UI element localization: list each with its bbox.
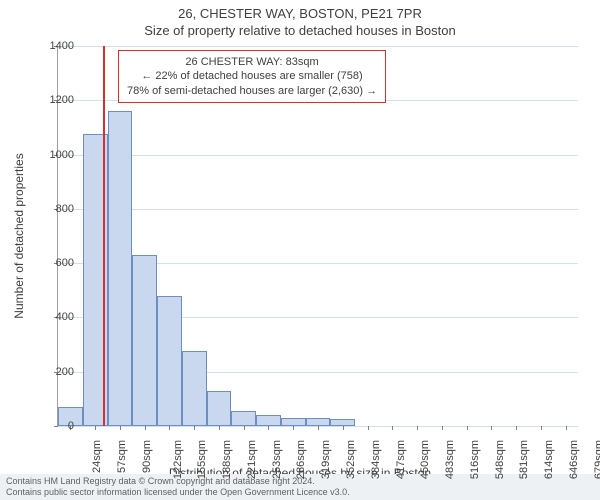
histogram-bar	[157, 296, 182, 426]
xtick-label: 679sqm	[593, 440, 600, 479]
xtick-mark	[95, 426, 96, 430]
y-axis-label: Number of detached properties	[12, 153, 26, 318]
page-title: 26, CHESTER WAY, BOSTON, PE21 7PR	[0, 0, 600, 21]
page-subtitle: Size of property relative to detached ho…	[0, 21, 600, 38]
xtick-label: 384sqm	[370, 440, 382, 479]
xtick-mark	[219, 426, 220, 430]
xtick-mark	[417, 426, 418, 430]
xtick-mark	[268, 426, 269, 430]
histogram-bar	[231, 411, 256, 426]
xtick-mark	[392, 426, 393, 430]
xtick-label: 614sqm	[543, 440, 555, 479]
footer-line2: Contains public sector information licen…	[6, 487, 594, 498]
gridline	[58, 155, 578, 156]
xtick-label: 24sqm	[91, 440, 103, 473]
xtick-label: 516sqm	[469, 440, 481, 479]
xtick-mark	[169, 426, 170, 430]
histogram-bar	[330, 419, 355, 426]
xtick-label: 122sqm	[172, 440, 184, 479]
histogram-bar	[256, 415, 281, 426]
xtick-label: 581sqm	[518, 440, 530, 479]
xtick-mark	[318, 426, 319, 430]
ytick-label: 1200	[34, 94, 74, 106]
xtick-mark	[442, 426, 443, 430]
xtick-mark	[244, 426, 245, 430]
xtick-label: 548sqm	[494, 440, 506, 479]
info-line2: ← 22% of detached houses are smaller (75…	[127, 69, 377, 83]
info-line1: 26 CHESTER WAY: 83sqm	[127, 55, 377, 69]
xtick-label: 352sqm	[345, 440, 357, 479]
ytick-label: 1000	[34, 149, 74, 161]
ytick-label: 400	[34, 311, 74, 323]
xtick-label: 450sqm	[419, 440, 431, 479]
ytick-label: 800	[34, 203, 74, 215]
xtick-mark	[467, 426, 468, 430]
ytick-label: 1400	[34, 40, 74, 52]
xtick-label: 319sqm	[320, 440, 332, 479]
xtick-label: 646sqm	[568, 440, 580, 479]
gridline	[58, 46, 578, 47]
xtick-mark	[145, 426, 146, 430]
histogram-bar	[281, 418, 306, 426]
ytick-label: 600	[34, 257, 74, 269]
xtick-mark	[194, 426, 195, 430]
histogram-bar	[108, 111, 133, 426]
xtick-label: 483sqm	[444, 440, 456, 479]
histogram-chart: 26 CHESTER WAY: 83sqm← 22% of detached h…	[58, 46, 578, 426]
xtick-mark	[516, 426, 517, 430]
xtick-mark	[566, 426, 567, 430]
histogram-bar	[207, 391, 232, 426]
gridline	[58, 209, 578, 210]
plot-area: 26 CHESTER WAY: 83sqm← 22% of detached h…	[58, 46, 578, 426]
xtick-label: 417sqm	[395, 440, 407, 479]
xtick-mark	[293, 426, 294, 430]
reference-info-box: 26 CHESTER WAY: 83sqm← 22% of detached h…	[118, 50, 386, 103]
ytick-label: 200	[34, 366, 74, 378]
histogram-bar	[182, 351, 207, 426]
histogram-bar	[132, 255, 157, 426]
xtick-label: 221sqm	[246, 440, 258, 479]
ytick-label: 0	[34, 420, 74, 432]
xtick-label: 155sqm	[197, 440, 209, 479]
xtick-mark	[120, 426, 121, 430]
xtick-label: 57sqm	[116, 440, 128, 473]
xtick-mark	[541, 426, 542, 430]
xtick-mark	[343, 426, 344, 430]
info-line3: 78% of semi-detached houses are larger (…	[127, 84, 377, 98]
xtick-label: 90sqm	[141, 440, 153, 473]
reference-marker-line	[103, 46, 105, 426]
xtick-label: 188sqm	[221, 440, 233, 479]
histogram-bar	[306, 418, 331, 426]
xtick-mark	[368, 426, 369, 430]
xtick-mark	[491, 426, 492, 430]
xtick-label: 253sqm	[271, 440, 283, 479]
xtick-label: 286sqm	[296, 440, 308, 479]
